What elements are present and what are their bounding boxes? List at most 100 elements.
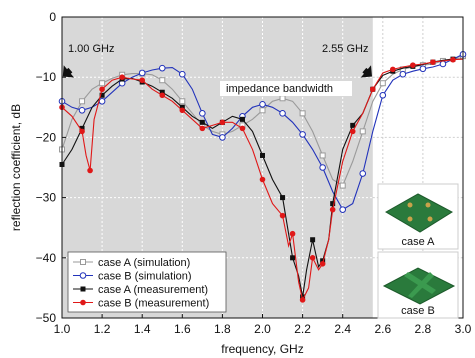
band-label: impedance bandwidth bbox=[226, 83, 333, 95]
series-point bbox=[99, 86, 105, 93]
series-point bbox=[79, 98, 86, 105]
x-tick-label: 3.0 bbox=[455, 322, 472, 336]
legend-entry: case A (simulation) bbox=[98, 257, 190, 269]
series-point bbox=[199, 125, 206, 132]
series-point bbox=[330, 201, 336, 207]
series-point bbox=[399, 70, 407, 78]
legend-marker bbox=[80, 299, 86, 306]
series-point bbox=[219, 134, 226, 141]
series-point bbox=[450, 56, 456, 63]
series-point bbox=[87, 167, 93, 174]
band-label-background bbox=[220, 81, 352, 96]
series-point bbox=[159, 92, 166, 99]
series-point bbox=[319, 152, 326, 159]
series-point bbox=[179, 98, 186, 105]
series-point bbox=[139, 77, 145, 84]
series-point bbox=[179, 104, 185, 110]
series-point bbox=[179, 107, 186, 114]
series-point bbox=[319, 164, 326, 171]
axes-layer: 1.0 1.2 1.4 1.6 1.8 2.0 2.2 2.4 2.6 2.8 3.0 0 −10 −20… bbox=[36, 10, 472, 336]
series-point bbox=[339, 206, 347, 213]
x-tick-label: 2.0 bbox=[254, 322, 271, 336]
series-point bbox=[439, 60, 447, 68]
series-point bbox=[279, 95, 286, 102]
series-point bbox=[369, 86, 376, 93]
series-point bbox=[359, 128, 366, 135]
x-tick-label: 2.8 bbox=[415, 322, 432, 336]
series-point bbox=[280, 195, 286, 201]
inset-case-a: case A bbox=[377, 183, 459, 250]
x-tick-label: 2.6 bbox=[374, 322, 391, 336]
series-point bbox=[219, 119, 226, 126]
y-tick-label: −50 bbox=[36, 311, 57, 325]
series-point bbox=[349, 128, 356, 135]
series-point bbox=[158, 64, 166, 72]
x-tick-label: 1.2 bbox=[94, 322, 111, 336]
inset-case-b-label: case B bbox=[401, 305, 435, 317]
series-point bbox=[239, 125, 246, 132]
series-point bbox=[179, 70, 186, 78]
y-tick-label: −10 bbox=[36, 70, 57, 84]
y-tick-label: −30 bbox=[36, 191, 57, 205]
inset-case-b: case B bbox=[377, 251, 459, 319]
series-point bbox=[309, 254, 316, 261]
series-point bbox=[329, 206, 336, 213]
x-tick-label: 1.0 bbox=[54, 322, 71, 336]
inset-case-a-label: case A bbox=[401, 236, 435, 248]
x-tick-label: 2.2 bbox=[294, 322, 311, 336]
photo-insets: case A case B bbox=[377, 183, 459, 319]
legend-box bbox=[67, 251, 227, 313]
series-point bbox=[300, 294, 306, 300]
y-axis-title: reflection coefficient, dB bbox=[9, 104, 23, 231]
series-point bbox=[138, 69, 146, 77]
band-end-label: 2.55 GHz bbox=[322, 43, 368, 55]
series-point bbox=[299, 297, 306, 303]
series-point bbox=[319, 261, 326, 267]
series-point bbox=[289, 230, 296, 237]
board-a-image bbox=[384, 193, 454, 233]
y-tick-label: 0 bbox=[49, 10, 56, 24]
band-end-arrow bbox=[360, 65, 373, 78]
x-tick-label: 1.6 bbox=[174, 322, 191, 336]
series-point bbox=[320, 258, 326, 264]
y-tick-label: −20 bbox=[36, 130, 57, 144]
series-point bbox=[260, 152, 265, 158]
series-point bbox=[79, 125, 85, 131]
series-point bbox=[239, 116, 245, 122]
series-point bbox=[379, 91, 387, 99]
series-point bbox=[299, 131, 306, 138]
series-point bbox=[390, 66, 396, 73]
annotation-layer: 1.00 GHz 2.55 GHz impedance bandwidth bbox=[62, 43, 373, 96]
x-tick-label: 1.4 bbox=[134, 322, 151, 336]
series-point bbox=[419, 65, 427, 73]
series-point bbox=[379, 80, 386, 87]
series-line-3 bbox=[61, 58, 463, 298]
series-point bbox=[79, 128, 85, 135]
series-point bbox=[259, 107, 266, 114]
series-point bbox=[199, 119, 205, 125]
legend-entry: case B (measurement) bbox=[98, 298, 209, 310]
series-point bbox=[259, 100, 266, 108]
x-tick-label: 2.4 bbox=[334, 322, 351, 336]
series-point bbox=[339, 182, 346, 189]
series-point bbox=[199, 110, 206, 117]
series-point bbox=[350, 122, 356, 128]
series-point bbox=[99, 92, 105, 98]
x-axis-title: frequency, GHz bbox=[221, 342, 303, 356]
legend-marker bbox=[80, 259, 86, 265]
legend-marker bbox=[79, 272, 87, 279]
series-point bbox=[279, 110, 286, 117]
legend-entry: case A (measurement) bbox=[98, 284, 208, 296]
series-point bbox=[359, 170, 367, 177]
y-tick-label: −40 bbox=[36, 251, 57, 265]
series-point bbox=[299, 110, 306, 117]
series-point bbox=[259, 176, 266, 183]
series-point bbox=[159, 77, 166, 84]
series-point bbox=[430, 59, 436, 65]
series-point bbox=[99, 80, 106, 87]
band-start-label: 1.00 GHz bbox=[68, 43, 114, 55]
legend: case A (simulation)case B (simulation)ca… bbox=[67, 251, 227, 313]
series-point bbox=[119, 74, 125, 80]
series-point bbox=[310, 237, 316, 243]
